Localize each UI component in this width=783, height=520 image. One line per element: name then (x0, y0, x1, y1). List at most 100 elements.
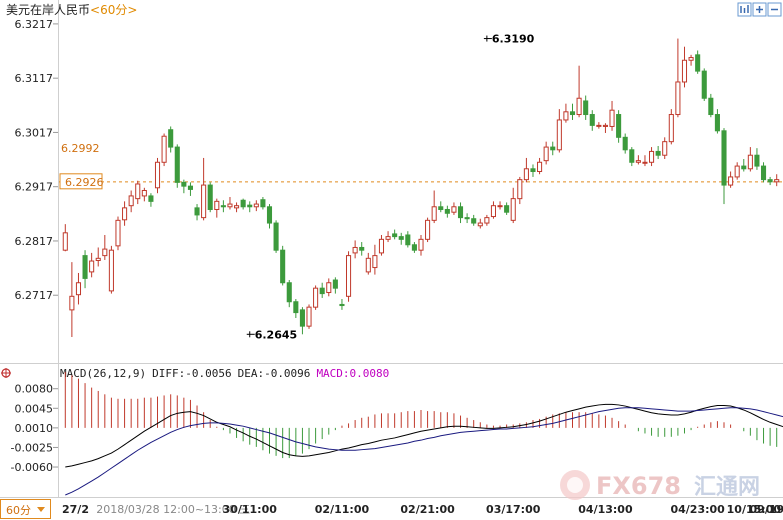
candle (444, 205, 450, 218)
time-tick-label: 10/15:00 (727, 503, 782, 516)
candle-body (754, 154, 760, 167)
candle (425, 217, 431, 243)
candle-body (523, 168, 529, 181)
zoom-in-icon[interactable] (752, 2, 767, 17)
candle (662, 137, 668, 160)
candle (774, 174, 780, 187)
candle (398, 232, 404, 245)
candle-body (154, 161, 161, 189)
candle (464, 213, 470, 224)
candle-body (227, 203, 233, 208)
macd-tick-label: 0.0080 (15, 383, 54, 396)
candle-body (635, 160, 641, 163)
candle (556, 109, 562, 153)
candle (688, 54, 694, 66)
candle (754, 148, 760, 170)
price-tick-label: 6.3217 (15, 18, 54, 31)
candle (438, 201, 444, 213)
macd-tick-label: 0.0045 (15, 402, 54, 415)
candle (747, 147, 753, 172)
candle (510, 187, 516, 224)
candle (569, 103, 576, 120)
candle (194, 204, 200, 221)
candle-body (721, 130, 727, 186)
candle (141, 187, 147, 202)
candle (266, 204, 273, 229)
period-button[interactable]: 60分 (0, 499, 51, 519)
candle (655, 146, 661, 160)
price-tick-label: 6.2717 (15, 289, 54, 302)
candle (523, 157, 529, 183)
candle (649, 147, 655, 167)
candle (405, 231, 411, 248)
candle (365, 252, 371, 275)
candle (490, 201, 497, 219)
candle (326, 278, 332, 297)
candle (247, 201, 253, 213)
candle (385, 231, 391, 243)
candle (82, 250, 88, 289)
candle (517, 176, 523, 205)
candle-body (708, 97, 714, 116)
toolbar (737, 2, 782, 17)
candle (583, 95, 589, 120)
zoom-out-icon[interactable] (767, 2, 782, 17)
time-tick-label: 03/17:00 (486, 503, 541, 516)
candle-body (95, 257, 101, 261)
candle (135, 180, 141, 205)
candle-body (655, 150, 661, 156)
candle-body (207, 184, 213, 210)
prev-close-label: 6.2992 (61, 142, 100, 155)
candle (359, 242, 365, 256)
candle (681, 46, 688, 88)
candle-body (385, 236, 391, 240)
candle-body (201, 184, 207, 219)
candle (629, 147, 635, 167)
candle-body (596, 124, 602, 127)
time-axis: 27/2 2018/03/28 12:00~13:00 三30/11:00 02/1… (62, 503, 783, 516)
candle (701, 68, 707, 101)
candle (154, 157, 161, 194)
kline-mode-icon[interactable] (737, 2, 752, 17)
macd-legend-text: MACD(26,12,9) DIFF:-0.0056 DEA:-0.0096 MACD… (60, 367, 389, 380)
time-tick-label: 09/19:00 (750, 503, 783, 516)
candle-body (372, 255, 378, 269)
candle-body (504, 205, 510, 213)
candle-body (313, 287, 319, 308)
candle-body (187, 185, 193, 190)
time-tick-label: 04/13:00 (578, 503, 633, 516)
time-tick-label: 02/11:00 (315, 503, 370, 516)
candle (280, 245, 286, 286)
candle (431, 190, 437, 224)
time-tick-label: 30/11:00 (223, 503, 278, 516)
candle (504, 202, 510, 215)
candle (89, 252, 95, 278)
macd-legend: MACD(26,12,9) DIFF:-0.0056 DEA:-0.0096 MACD… (1, 367, 389, 380)
candle-body (543, 146, 549, 162)
candle-body (214, 200, 220, 210)
candle-body (286, 282, 292, 303)
candle (734, 162, 740, 180)
candle-body (642, 161, 648, 164)
watermark-name: 汇通网 (694, 475, 760, 500)
candle (273, 220, 279, 253)
candle-body (326, 282, 332, 294)
candle-body (576, 97, 582, 116)
candle (537, 157, 543, 175)
candle (767, 176, 773, 186)
period-button-label: 60分 (6, 504, 31, 517)
candle-body (701, 70, 707, 99)
candle (128, 190, 134, 213)
candle-body (115, 219, 121, 247)
candle-body (471, 218, 477, 224)
candle-body (714, 114, 720, 132)
candle-body (668, 114, 674, 143)
candle-body (69, 295, 75, 311)
candle-body (273, 222, 279, 251)
candle-body (589, 114, 595, 126)
candle-body (728, 176, 734, 186)
candle (313, 285, 319, 310)
candle-body (392, 233, 398, 238)
candle-body (510, 198, 516, 221)
